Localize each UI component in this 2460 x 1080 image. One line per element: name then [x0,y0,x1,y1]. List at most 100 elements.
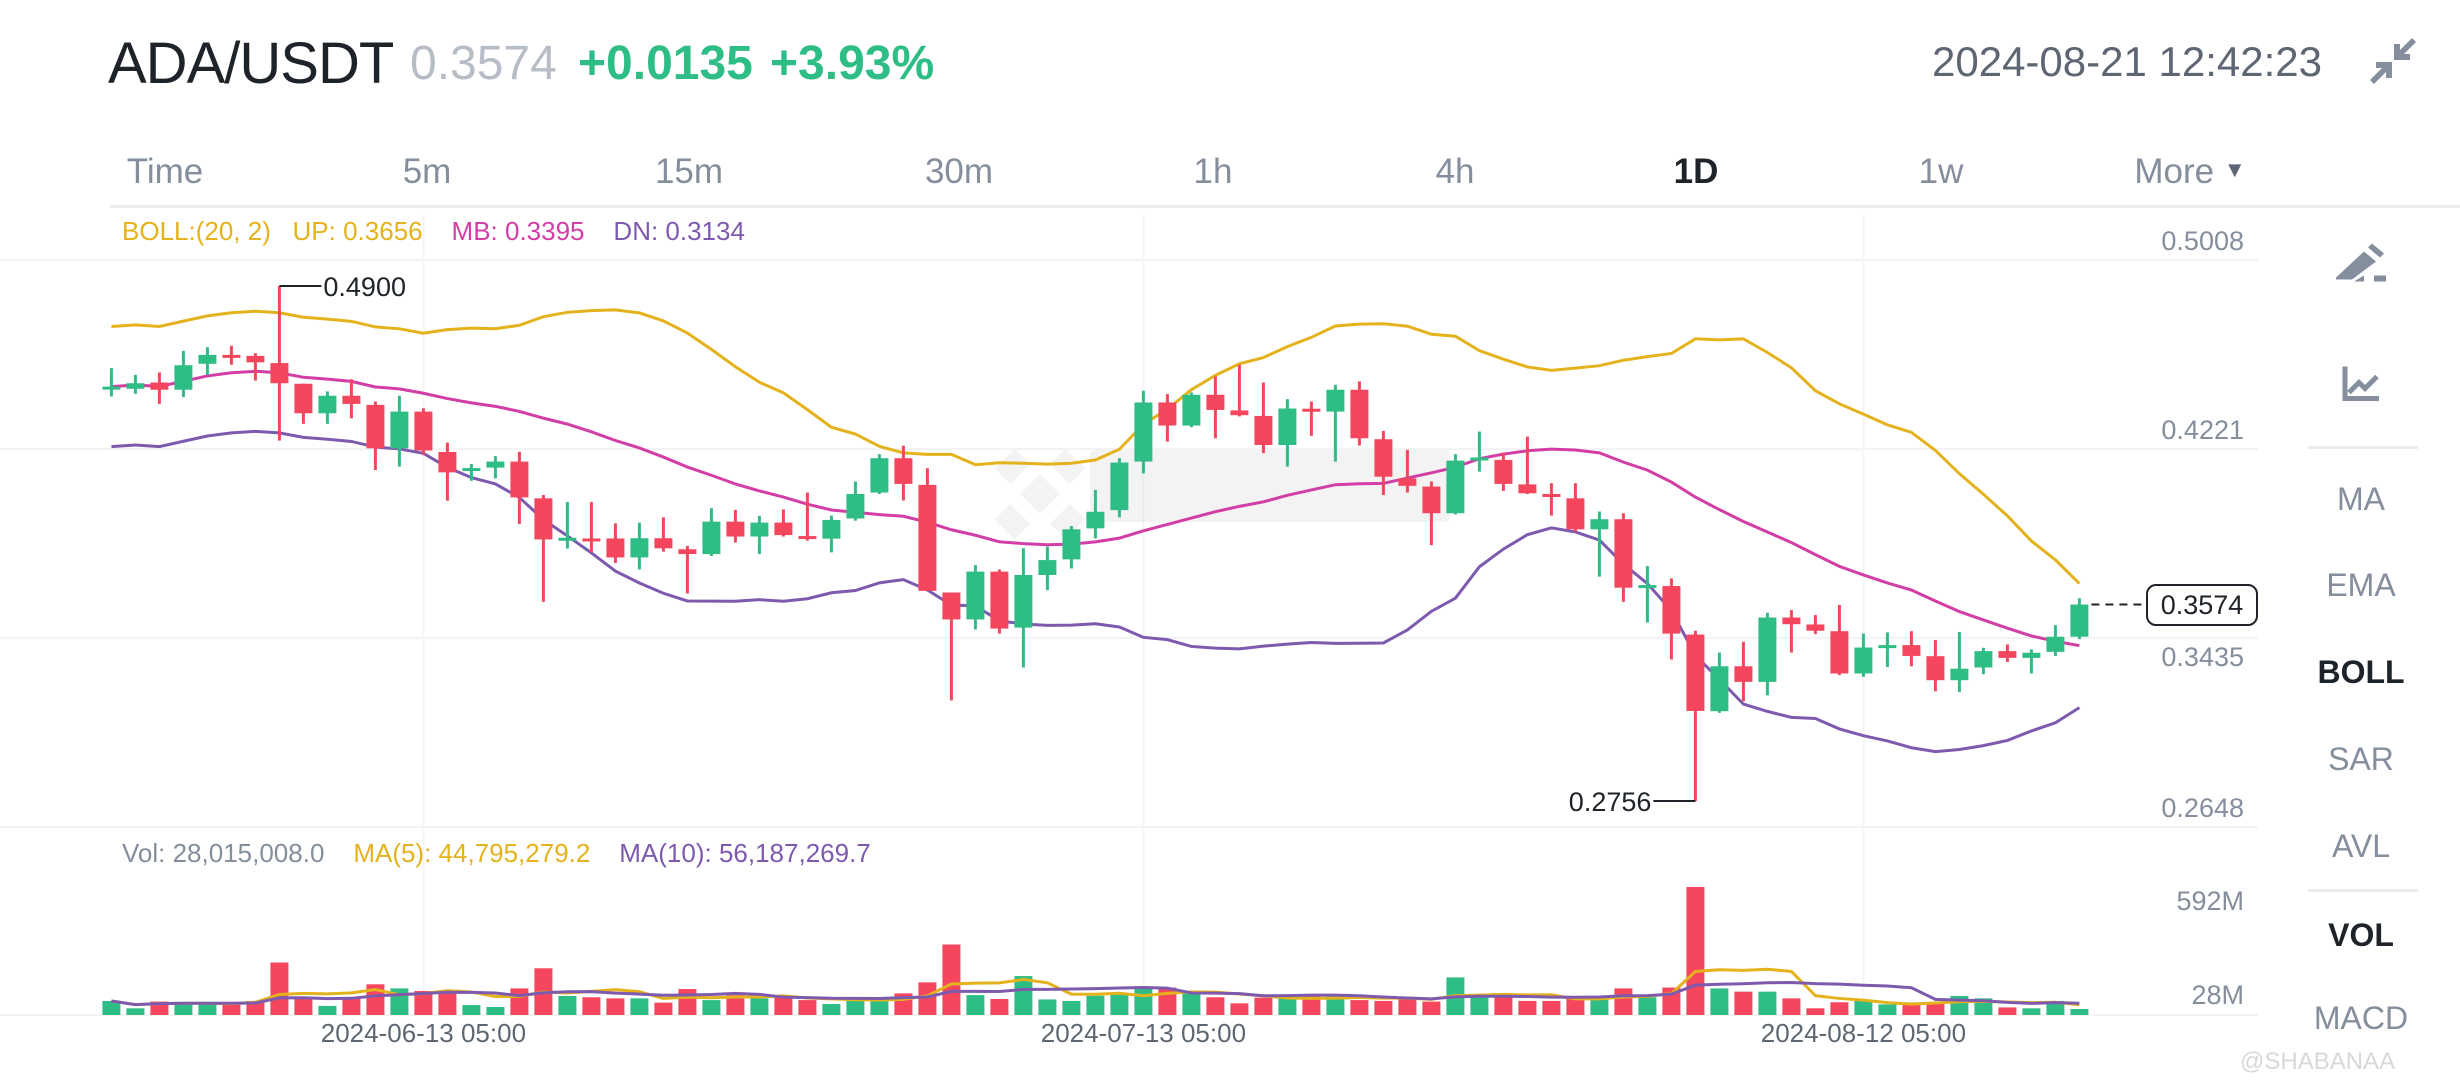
candle [1062,525,1081,569]
candle-body [726,521,745,537]
x-axis-date-label: 2024-06-13 05:00 [320,1018,527,1048]
candle-body [1206,394,1225,410]
price-tick: 0.3435 [2161,641,2244,672]
candle-body [2022,652,2041,658]
candle [1038,546,1057,591]
x-axis-date-label: 2024-07-13 05:00 [1040,1018,1247,1048]
candle-body [1806,624,1825,631]
candle-body [798,536,817,540]
tab-4h[interactable]: 4h [1435,152,1475,191]
candle-body [1734,666,1753,682]
tab-5m[interactable]: 5m [402,152,452,191]
compress-arrows-icon[interactable] [2368,36,2418,86]
indicator-avl[interactable]: AVL [2331,828,2391,864]
price-change-percent: +3.93% [770,37,935,90]
draw-pencil-icon[interactable] [2334,243,2388,297]
candle-body [678,549,697,555]
candle [1470,431,1489,472]
candle-body [654,538,673,549]
volume-bar [1182,993,1201,1015]
candle-body [534,498,553,540]
candle [1110,458,1129,518]
tab-more[interactable]: More ▼ [2134,152,2245,192]
volume-tick-current: 28M [2191,980,2244,1010]
tab-30m[interactable]: 30m [924,152,994,191]
candle-body [918,484,937,591]
candle-body [894,458,913,484]
candle [438,442,457,501]
candle [1902,631,1921,667]
candle-body [750,522,769,537]
candle-body [1158,402,1177,426]
indicator-chart-icon[interactable] [2341,366,2381,410]
volume-bar [222,1003,241,1015]
candle-body [606,538,625,558]
boll-dn-value: DN: 0.3134 [613,216,745,246]
candle [1254,382,1273,454]
candle-body [1662,586,1681,634]
candle [486,456,505,479]
candle-body [1350,389,1369,439]
candle [102,368,121,397]
candle [390,395,409,467]
tab-1h[interactable]: 1h [1193,152,1233,191]
candle [846,481,865,521]
boll-mb-value: MB: 0.3395 [451,216,585,246]
indicator-ma[interactable]: MA [2337,481,2385,517]
tab-time[interactable]: Time [126,152,204,191]
candle [222,345,241,365]
volume-bar [486,1007,505,1015]
candle [774,509,793,537]
volume-bar [582,997,601,1015]
tab-1w[interactable]: 1w [1918,152,1964,191]
volume-bar [1614,988,1633,1015]
volume-bar [990,999,1009,1015]
candle-body [1326,389,1345,412]
candle-body [1446,460,1465,514]
volume-bar [846,999,865,1015]
candle [1230,364,1249,417]
candle-body [510,461,529,498]
indicator-ema[interactable]: EMA [2326,567,2396,603]
volume-tick-max: 592M [2176,886,2244,916]
indicator-sar[interactable]: SAR [2328,741,2394,777]
indicator-boll[interactable]: BOLL [2317,654,2405,690]
candle [174,350,193,398]
volume-bar [1542,1000,1561,1015]
volume-bar [270,962,289,1015]
low-marker-label: 0.2756 [1569,787,1652,817]
volume-bar [1518,1000,1537,1015]
pair-title[interactable]: ADA/USDT [108,31,394,96]
candle-body [1014,574,1033,628]
candle-body [1254,415,1273,445]
indicator-vol[interactable]: VOL [2328,917,2394,953]
candle-body [1422,486,1441,514]
tab-15m[interactable]: 15m [654,152,724,191]
volume-bar [1422,1001,1441,1015]
tab-1d[interactable]: 1D [1673,152,1719,191]
volume-bar [702,1000,721,1015]
volume-bar [1134,988,1153,1015]
volume-bar [342,998,361,1015]
volume-bar [558,995,577,1015]
boll-up-value: UP: 0.3656 [292,216,423,246]
indicator-macd[interactable]: MACD [2313,1000,2409,1036]
candle [1566,483,1585,532]
volume-bar [942,944,961,1015]
candle [1374,430,1393,495]
boll-upper-line [111,308,2081,585]
candle-body [1542,494,1561,498]
volume-bar [1902,1005,1921,1015]
candle [1158,394,1177,442]
candle [1014,548,1033,668]
candle-body [1710,666,1729,712]
volume-bar [2022,1008,2041,1015]
candle-body [270,363,289,384]
price-tick: 0.4221 [2161,415,2244,446]
candle [1974,647,1993,675]
volume-bar [1710,988,1729,1015]
datetime: 2024-08-21 12:42:23 [1932,38,2322,85]
candle [894,445,913,501]
candle [1782,610,1801,653]
